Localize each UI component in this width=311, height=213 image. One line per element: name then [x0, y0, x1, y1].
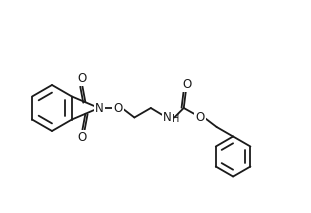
Text: O: O — [182, 78, 191, 91]
Text: O: O — [78, 131, 87, 144]
Text: H: H — [172, 115, 180, 125]
Text: O: O — [196, 111, 205, 124]
Text: N: N — [163, 111, 172, 124]
Text: O: O — [78, 72, 87, 85]
Text: O: O — [113, 102, 123, 115]
Text: N: N — [95, 102, 104, 115]
